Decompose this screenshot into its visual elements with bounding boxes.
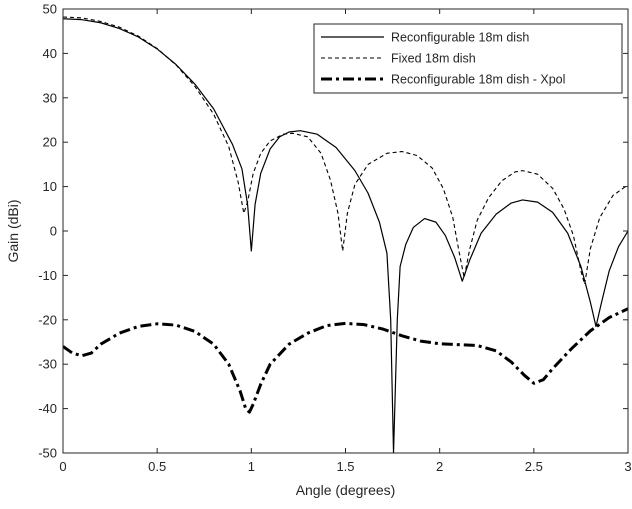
x-tick-label: 0	[59, 459, 66, 474]
ticks-group: 0 0.5 1 1.5 2 2.5 3 -50 -40 -30 -20 -10 0 10 20 30 40 50	[38, 2, 631, 475]
y-tick-label: 50	[43, 2, 57, 17]
y-tick-label: 0	[50, 224, 57, 239]
series-line-2	[63, 16, 628, 285]
x-tick-label: 3	[624, 459, 631, 474]
x-tick-label: 1	[248, 459, 255, 474]
legend-label-1: Reconfigurable 18m dish	[391, 31, 529, 45]
legend: Reconfigurable 18m dish Fixed 18m dish Rec…	[313, 23, 623, 94]
y-tick-label: -40	[38, 401, 57, 416]
plot-area: 0 0.5 1 1.5 2 2.5 3 -50 -40 -30 -20 -10 0 10 20 30 40 50	[38, 2, 631, 475]
y-tick-label: -50	[38, 446, 57, 461]
x-tick-label: 0.5	[148, 459, 166, 474]
y-tick-label: -10	[38, 268, 57, 283]
y-tick-label: -20	[38, 312, 57, 327]
y-tick-label: 20	[43, 135, 57, 150]
y-axis-label: Gain (dBi)	[5, 199, 21, 262]
series-line-1	[63, 18, 628, 453]
x-tick-label: 2.5	[525, 459, 543, 474]
legend-label-2: Fixed 18m dish	[391, 52, 476, 66]
y-tick-label: 40	[43, 46, 57, 61]
legend-label-3: Reconfigurable 18m dish - Xpol	[391, 73, 565, 87]
y-tick-label: 10	[43, 179, 57, 194]
x-axis-label: Angle (degrees)	[296, 482, 396, 498]
y-tick-label: 30	[43, 90, 57, 105]
series-line-3	[63, 307, 628, 414]
series-group	[63, 16, 628, 453]
x-tick-label: 1.5	[336, 459, 354, 474]
x-tick-label: 2	[436, 459, 443, 474]
y-tick-label: -30	[38, 357, 57, 372]
